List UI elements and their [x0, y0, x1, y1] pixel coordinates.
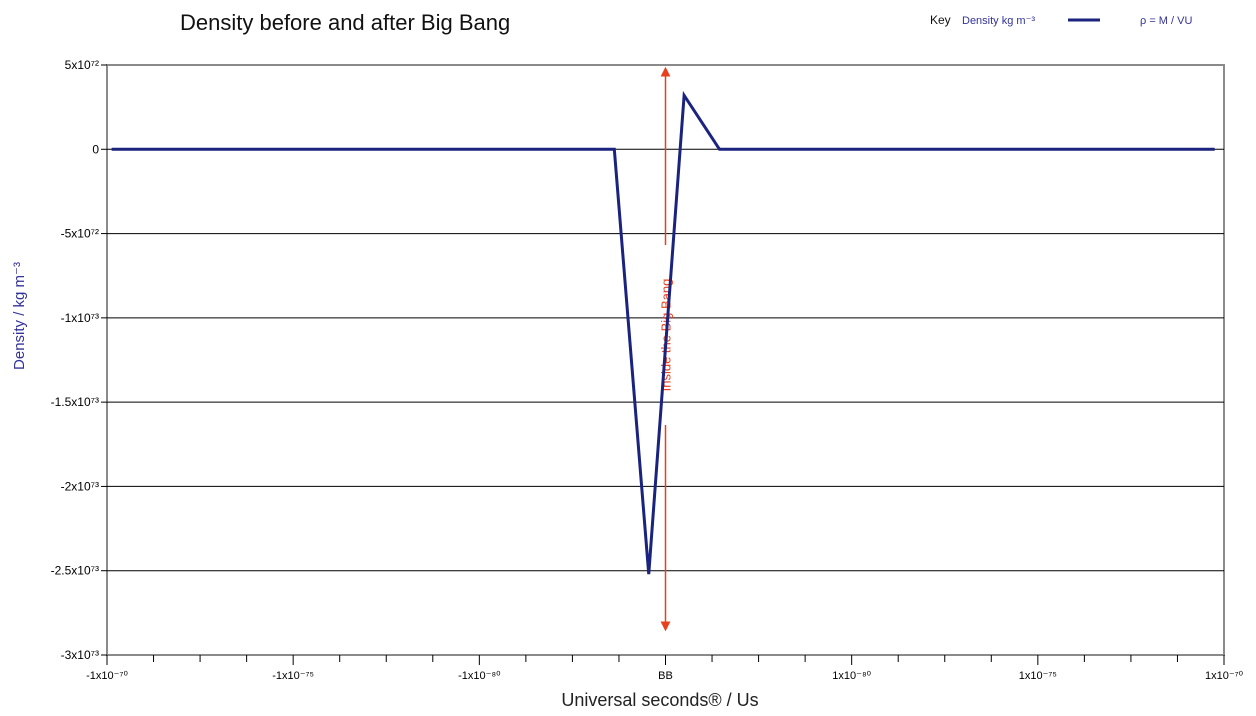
series-group — [111, 90, 1215, 575]
x-tick-label: -1x10⁻⁷⁵ — [272, 670, 314, 682]
x-tick-label: 1x10⁻⁷⁵ — [1019, 670, 1057, 682]
x-axis: -1x10⁻⁷⁰ -1x10⁻⁷⁵ -1x10⁻⁸⁰ BB 1x10⁻⁸⁰ 1x10⁻⁷⁵… — [86, 655, 1244, 682]
y-tick-label: -2.5x10⁷³ — [51, 564, 99, 578]
y-tick-label: -2x10⁷³ — [61, 479, 99, 493]
y-tick-label: 5x10⁷² — [65, 58, 99, 72]
x-tick-label: 1x10⁻⁷⁰ — [1205, 670, 1244, 682]
series-line — [111, 90, 1215, 575]
x-tick-label: BB — [658, 670, 673, 682]
y-axis: 5x10⁷² 0 -5x10⁷² -1x10⁷³ -1.5x10⁷³ -2x10⁷³ -2.… — [51, 58, 107, 662]
legend-key-label: Key — [930, 13, 951, 27]
y-tick-label: -5x10⁷² — [61, 227, 99, 241]
legend-formula: ρ = M / VU — [1140, 15, 1192, 27]
y-axis-title: Density / kg m⁻³ — [11, 262, 28, 370]
x-axis-title: Universal seconds® / Us — [561, 690, 758, 710]
legend: Key Density kg m⁻³ ρ = M / VU — [930, 13, 1192, 27]
y-tick-label: 0 — [92, 142, 99, 156]
x-tick-label: -1x10⁻⁷⁰ — [86, 670, 128, 682]
chart-title: Density before and after Big Bang — [180, 10, 510, 35]
x-tick-label: -1x10⁻⁸⁰ — [458, 670, 501, 682]
y-tick-label: -1x10⁷³ — [61, 311, 99, 325]
legend-series-label: Density kg m⁻³ — [962, 15, 1035, 27]
y-tick-label: -3x10⁷³ — [61, 648, 99, 662]
x-tick-label: 1x10⁻⁸⁰ — [832, 670, 871, 682]
y-tick-label: -1.5x10⁷³ — [51, 395, 99, 409]
